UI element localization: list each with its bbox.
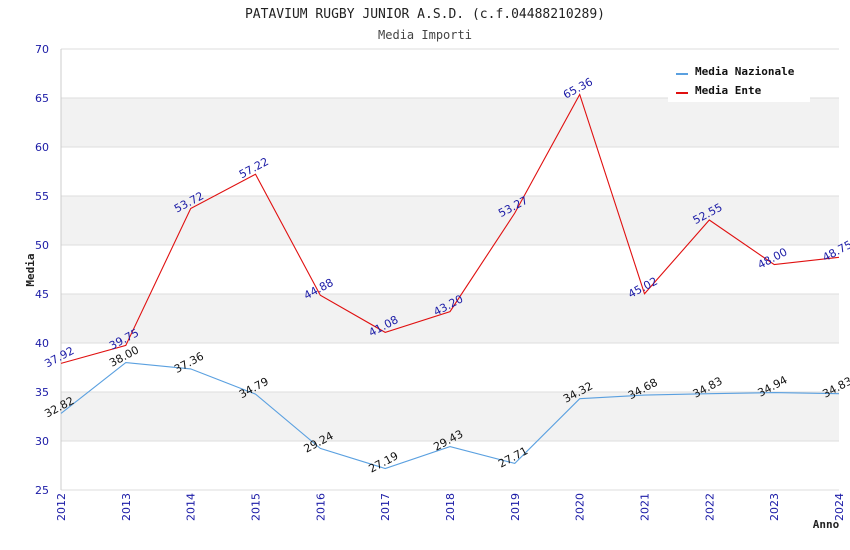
x-tick-label: 2019 bbox=[509, 493, 522, 521]
x-tick-label: 2012 bbox=[55, 493, 68, 521]
grid-band bbox=[61, 98, 839, 147]
x-tick-label: 2023 bbox=[768, 493, 781, 521]
series-line-media-ente bbox=[60, 93, 840, 364]
x-tick-label: 2018 bbox=[444, 493, 457, 521]
x-tick-label: 2013 bbox=[120, 493, 133, 521]
x-tick-label: 2021 bbox=[639, 493, 652, 521]
legend-label: Media Nazionale bbox=[695, 65, 795, 78]
chart-title: PATAVIUM RUGBY JUNIOR A.S.D. (c.f.044882… bbox=[245, 7, 605, 22]
y-tick-label: 40 bbox=[35, 337, 49, 350]
grid-band bbox=[61, 147, 839, 196]
grid-band bbox=[61, 343, 839, 392]
grid-band bbox=[61, 392, 839, 441]
x-tick-label: 2024 bbox=[833, 493, 846, 521]
legend: Media Nazionale Media Ente bbox=[668, 58, 810, 102]
y-tick-label: 50 bbox=[35, 239, 49, 252]
y-tick-label: 60 bbox=[35, 141, 49, 154]
x-tick-label: 2020 bbox=[574, 493, 587, 521]
y-tick-label: 55 bbox=[35, 190, 49, 203]
y-tick-label: 30 bbox=[35, 435, 49, 448]
x-axis-ticks: 2012 2013 2014 2015 2016 2017 2018 2019 2020 2021… bbox=[55, 493, 846, 521]
x-tick-label: 2014 bbox=[185, 493, 198, 521]
chart-subtitle: Media Importi bbox=[378, 28, 472, 42]
x-tick-label: 2016 bbox=[314, 493, 327, 521]
grid-band bbox=[61, 294, 839, 343]
series-lines bbox=[60, 93, 840, 470]
x-axis-label: Anno bbox=[813, 518, 840, 531]
y-tick-label: 65 bbox=[35, 92, 49, 105]
y-tick-label: 70 bbox=[35, 43, 49, 56]
x-tick-label: 2017 bbox=[379, 493, 392, 521]
x-tick-label: 2022 bbox=[703, 493, 716, 521]
grid-bands bbox=[60, 48, 839, 491]
legend-label: Media Ente bbox=[695, 84, 762, 97]
y-tick-label: 25 bbox=[35, 484, 49, 497]
grid-band bbox=[61, 245, 839, 294]
y-axis-label: Media bbox=[24, 253, 37, 286]
grid-band bbox=[61, 441, 839, 490]
x-tick-label: 2015 bbox=[250, 493, 263, 521]
y-tick-label: 45 bbox=[35, 288, 49, 301]
series-line-media-nazionale bbox=[60, 362, 840, 470]
y-tick-label: 35 bbox=[35, 386, 49, 399]
legend-background bbox=[668, 58, 810, 102]
y-axis-ticks: 25 30 35 40 45 50 55 60 65 70 bbox=[35, 43, 49, 497]
